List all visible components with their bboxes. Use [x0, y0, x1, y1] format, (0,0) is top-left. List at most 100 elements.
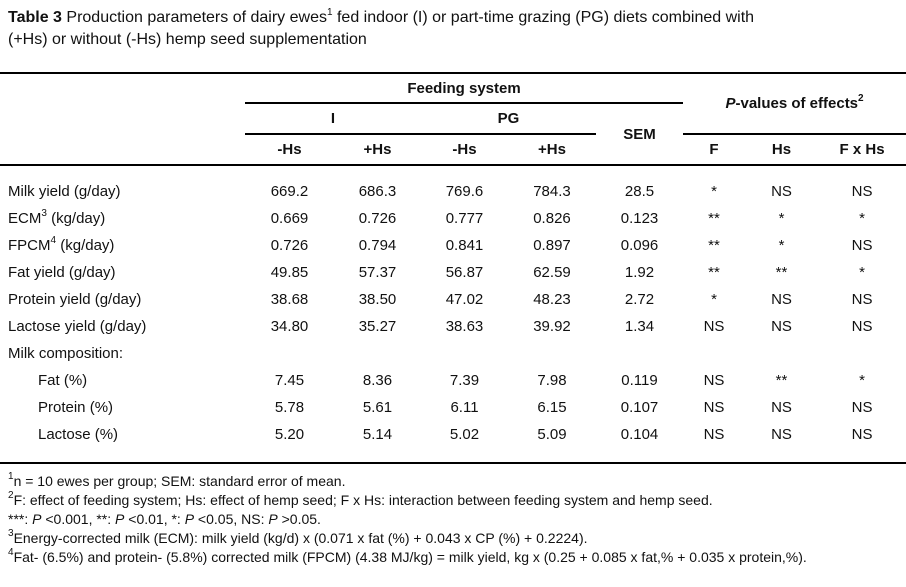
row-label-text: ECM — [8, 210, 42, 227]
cell-value: 7.98 — [537, 372, 567, 389]
cell-pvalue-f: NS — [703, 318, 725, 335]
header-empty-corner — [0, 73, 245, 166]
cell-pvalue-f: ** — [708, 210, 720, 227]
cell-value: 7.39 — [449, 372, 480, 389]
cell-pvalue-f-x-hs: NS — [818, 421, 906, 464]
header-sem: SEM — [596, 103, 684, 166]
footnote-text: F: effect of feeding system; Hs: effect … — [13, 492, 713, 508]
cell-value: 686.3 — [358, 183, 397, 200]
cell-value: 669.2 — [270, 183, 309, 200]
cell-value: 5.61 — [362, 399, 393, 416]
cell-sem: 28.5 — [624, 183, 655, 200]
cell-value: 62.59 — [533, 264, 571, 281]
cell-sem: 2.72 — [624, 291, 655, 308]
row-label: Lactose (%) — [0, 421, 245, 464]
cell-value: 0.777 — [445, 210, 484, 227]
header-plus-hs-grazing: +Hs — [508, 134, 596, 166]
row-label-text: Protein (%) — [38, 399, 114, 416]
cell-sem: 0.119 — [621, 372, 658, 389]
row-label: FPCM4 (kg/day) — [0, 232, 245, 259]
cell-sem — [596, 340, 683, 367]
cell-pvalue-f-x-hs: NS — [851, 183, 873, 200]
cell-value: 39.92 — [533, 318, 571, 335]
p-values-superscript: 2 — [858, 93, 864, 104]
cell-pvalue-f: ** — [708, 264, 720, 281]
cell-value: 38.50 — [358, 291, 397, 308]
cell-pvalue-f: ** — [708, 237, 720, 254]
row-label: ECM3 (kg/day) — [0, 205, 245, 232]
row-label-text: Lactose yield (g/day) — [8, 318, 147, 335]
cell-value: 7.45 — [274, 372, 305, 389]
table-row: Milk composition: — [0, 340, 906, 367]
footnote-marker: 2 — [8, 490, 14, 502]
footnote: 1n = 10 ewes per group; SEM: standard er… — [8, 472, 898, 491]
cell-value: 47.02 — [445, 291, 484, 308]
footnote-text: <0.01, *: — [124, 511, 185, 527]
caption-text: Production parameters of dairy ewes — [61, 9, 327, 26]
table-row: Protein yield (g/day) 38.68 38.50 47.02 … — [0, 286, 906, 313]
cell-value — [245, 340, 334, 367]
cell-value: 6.15 — [537, 399, 567, 416]
cell-pvalue-hs: NS — [745, 421, 819, 464]
row-label-text: Protein yield (g/day) — [8, 291, 142, 308]
cell-value: 0.726 — [270, 237, 309, 254]
table-row: Protein (%) 5.78 5.61 6.11 6.15 0.107 NS… — [0, 394, 906, 421]
footnote: ***: P <0.001, **: P <0.01, *: P <0.05, … — [8, 510, 898, 529]
footnote-text: ***: — [8, 511, 33, 527]
row-label: Protein yield (g/day) — [0, 286, 245, 313]
cell-value — [334, 340, 421, 367]
row-label: Protein (%) — [0, 394, 245, 421]
cell-value: 0.897 — [533, 237, 571, 254]
row-label: Milk composition: — [0, 340, 245, 367]
cell-pvalue-f: * — [711, 183, 717, 200]
row-label-superscript: 3 — [41, 208, 47, 219]
cell-value: 5.09 — [508, 421, 596, 464]
cell-value: 0.726 — [358, 210, 397, 227]
table-row: Fat yield (g/day) 49.85 57.37 56.87 62.5… — [0, 259, 906, 286]
cell-sem: 0.104 — [596, 421, 684, 464]
footnote-italic-text: P — [115, 511, 125, 527]
cell-value: 769.6 — [445, 183, 484, 200]
cell-pvalue-f-x-hs: NS — [851, 237, 873, 254]
cell-pvalue-hs: * — [778, 210, 785, 227]
production-parameters-table: Feeding system P-values of effects2 I PG… — [0, 72, 906, 464]
header-p-values: P-values of effects2 — [683, 73, 906, 135]
footnote-text: <0.05, NS: — [194, 511, 269, 527]
row-label-superscript: 4 — [50, 235, 57, 246]
paper-table-figure: Table 3 Production parameters of dairy e… — [0, 7, 906, 565]
table-row: FPCM4 (kg/day) 0.726 0.794 0.841 0.897 0… — [0, 232, 906, 259]
cell-value: 48.23 — [533, 291, 571, 308]
header-group-part-time-grazing: PG — [421, 103, 596, 135]
caption-line-1: Table 3 Production parameters of dairy e… — [8, 7, 898, 29]
cell-pvalue-hs: ** — [775, 264, 788, 281]
p-italic: P — [725, 95, 736, 112]
footnote-italic-text: P — [184, 511, 195, 527]
header-group-indoor: I — [245, 103, 421, 135]
cell-pvalue-f-x-hs: * — [859, 372, 865, 389]
cell-value: 56.87 — [445, 264, 484, 281]
cell-value: 0.826 — [533, 210, 571, 227]
cell-value: 5.02 — [421, 421, 508, 464]
cell-value: 0.794 — [358, 237, 397, 254]
footnote-text: Fat- (6.5%) and protein- (5.8%) correcte… — [13, 549, 807, 565]
cell-pvalue-f-x-hs: NS — [851, 318, 873, 335]
table-row: Milk yield (g/day) 669.2 686.3 769.6 784… — [0, 165, 906, 205]
footnote-marker: 3 — [8, 528, 14, 540]
cell-sem: 1.92 — [624, 264, 655, 281]
row-label-text: Fat (%) — [38, 372, 88, 389]
cell-pvalue-hs: ** — [775, 372, 788, 389]
table-row: Lactose (%) 5.20 5.14 5.02 5.09 0.104 NS… — [0, 421, 906, 464]
cell-pvalue-hs: NS — [771, 318, 792, 335]
cell-value — [508, 340, 596, 367]
cell-pvalue-hs: * — [778, 237, 785, 254]
caption-table-number: Table 3 — [8, 9, 62, 26]
footnote-marker: 4 — [8, 547, 14, 559]
cell-value: 0.841 — [445, 237, 484, 254]
cell-value: 38.68 — [270, 291, 309, 308]
cell-sem: 0.107 — [620, 399, 659, 416]
table-row: Fat (%) 7.45 8.36 7.39 7.98 0.119 NS ** … — [0, 367, 906, 394]
table-body: Milk yield (g/day) 669.2 686.3 769.6 784… — [0, 165, 906, 464]
row-label: Fat yield (g/day) — [0, 259, 245, 286]
caption-superscript: 1 — [326, 6, 333, 18]
cell-pvalue-f: NS — [683, 421, 746, 464]
